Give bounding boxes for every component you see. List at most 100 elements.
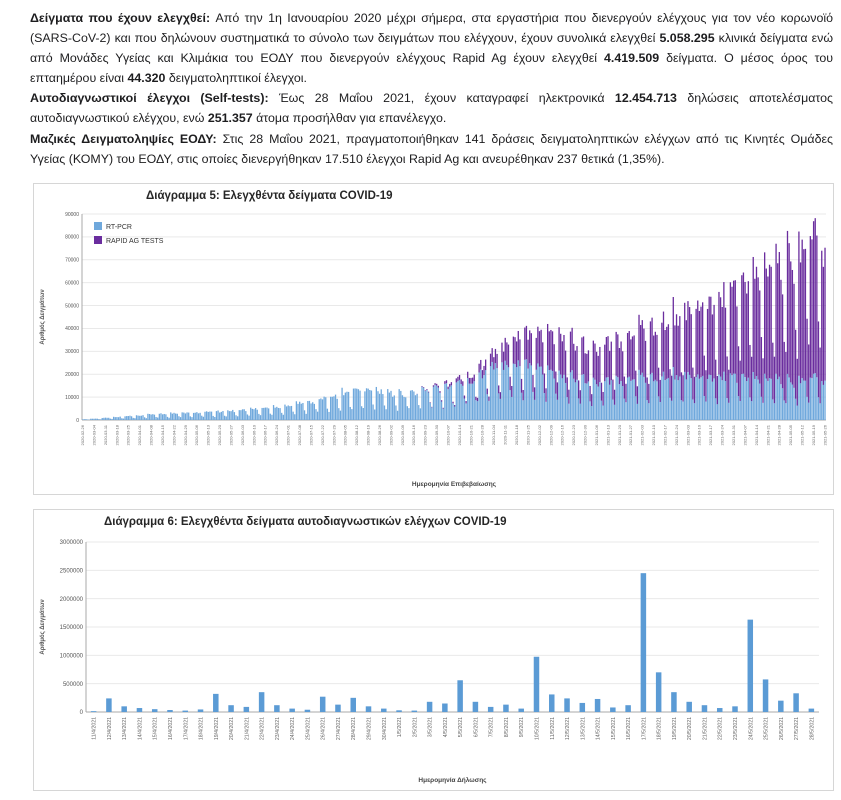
svg-text:Ημερομηνία Επιβεβαίωσης: Ημερομηνία Επιβεβαίωσης: [412, 481, 497, 488]
x-tick-labels: 11/4/2021 12/4/2021 13/4/2021 14/4/2021 15/4…: [92, 717, 816, 740]
svg-text:60000: 60000: [65, 280, 79, 286]
x-tick-labels: 2020-02-26 2020-03-04 2020-03-11 2020-03-18…: [80, 424, 827, 445]
svg-text:2020-03-18: 2020-03-18: [114, 424, 119, 445]
text-segment-bold: 44.320: [127, 71, 166, 86]
svg-text:14/4/2021: 14/4/2021: [137, 717, 143, 740]
chart5-title: Διάγραμμα 5: Ελεγχθέντα δείγματα COVID-1…: [146, 189, 393, 202]
svg-text:26/5/2021: 26/5/2021: [779, 717, 785, 740]
svg-text:2020-11-11: 2020-11-11: [503, 424, 508, 445]
text-segment-bold: Αυτοδιαγνωστικοί έλεγχοι (Self-tests):: [30, 91, 279, 106]
svg-text:5/5/2021: 5/5/2021: [458, 717, 464, 737]
svg-text:0: 0: [80, 710, 84, 716]
text-segment-bold: 4.419.509: [604, 51, 660, 66]
svg-text:2021-03-03: 2021-03-03: [685, 424, 690, 445]
text-segment: Έως 28 Μαΐου 2021, έχουν καταγραφεί ηλεκ…: [278, 91, 615, 106]
svg-text:26/4/2021: 26/4/2021: [321, 717, 327, 740]
paragraph: Αυτοδιαγνωστικοί έλεγχοι (Self-tests): Έ…: [30, 88, 833, 128]
svg-text:6/5/2021: 6/5/2021: [473, 717, 479, 737]
svg-text:12/4/2021: 12/4/2021: [107, 717, 113, 740]
svg-text:2020-05-20: 2020-05-20: [217, 424, 222, 445]
svg-text:RT-PCR: RT-PCR: [106, 224, 132, 231]
svg-text:2021-01-20: 2021-01-20: [617, 424, 622, 445]
svg-text:2021-03-17: 2021-03-17: [708, 424, 713, 445]
svg-text:2020-04-01: 2020-04-01: [137, 424, 142, 445]
svg-text:2020-10-07: 2020-10-07: [445, 424, 450, 445]
svg-text:11/4/2021: 11/4/2021: [92, 717, 98, 740]
svg-text:2021-05-12: 2021-05-12: [800, 424, 805, 445]
svg-text:50000: 50000: [65, 303, 79, 309]
svg-text:16/5/2021: 16/5/2021: [626, 717, 632, 740]
svg-text:2021-02-24: 2021-02-24: [674, 424, 679, 445]
svg-text:40000: 40000: [65, 326, 79, 332]
svg-text:2020-06-03: 2020-06-03: [240, 424, 245, 445]
svg-text:22/5/2021: 22/5/2021: [718, 717, 724, 740]
svg-text:2020-12-30: 2020-12-30: [583, 424, 588, 445]
svg-text:1/5/2021: 1/5/2021: [397, 717, 403, 737]
text-segment: άτομα προσήλθαν για επανέλεγχο.: [252, 111, 447, 126]
svg-text:18/4/2021: 18/4/2021: [199, 717, 205, 740]
text-segment: Στις 28 Μαΐου 2021, πραγματοποιήθηκαν 14…: [30, 131, 833, 166]
svg-text:2020-03-04: 2020-03-04: [91, 424, 96, 445]
svg-text:27/5/2021: 27/5/2021: [794, 717, 800, 740]
svg-text:2020-09-23: 2020-09-23: [423, 424, 428, 445]
svg-text:0: 0: [76, 418, 79, 424]
svg-text:3000000: 3000000: [60, 540, 84, 546]
svg-text:2021-02-17: 2021-02-17: [662, 424, 667, 445]
svg-text:23/4/2021: 23/4/2021: [275, 717, 281, 740]
svg-text:21/4/2021: 21/4/2021: [244, 717, 250, 740]
svg-text:17/4/2021: 17/4/2021: [183, 717, 189, 740]
svg-text:16/4/2021: 16/4/2021: [168, 717, 174, 740]
svg-text:2021-03-31: 2021-03-31: [731, 424, 736, 445]
svg-text:20000: 20000: [65, 372, 79, 378]
svg-text:2021-04-14: 2021-04-14: [754, 424, 759, 445]
svg-text:2020-06-24: 2020-06-24: [274, 424, 279, 445]
svg-text:11/5/2021: 11/5/2021: [550, 717, 556, 740]
svg-text:10/5/2021: 10/5/2021: [534, 717, 540, 740]
svg-text:2021-05-19: 2021-05-19: [811, 424, 816, 445]
svg-text:2020-09-30: 2020-09-30: [434, 424, 439, 445]
svg-text:2/5/2021: 2/5/2021: [412, 717, 418, 737]
svg-text:2020-11-04: 2020-11-04: [491, 424, 496, 445]
svg-text:90000: 90000: [65, 212, 79, 218]
svg-text:2020-12-23: 2020-12-23: [571, 424, 576, 445]
text-segment-bold: Μαζικές Δειγματοληψίες ΕΟΔΥ:: [30, 131, 223, 146]
svg-text:29/4/2021: 29/4/2021: [367, 717, 373, 740]
svg-text:2021-05-05: 2021-05-05: [788, 424, 793, 445]
svg-text:24/4/2021: 24/4/2021: [290, 717, 296, 740]
legend: RT-PCR RAPID AG TESTS: [94, 221, 164, 245]
svg-text:2020-07-15: 2020-07-15: [308, 424, 313, 445]
paragraph: Μαζικές Δειγματοληψίες ΕΟΔΥ: Στις 28 Μαΐ…: [30, 129, 833, 169]
svg-text:2500000: 2500000: [60, 568, 84, 574]
svg-text:20/4/2021: 20/4/2021: [229, 717, 235, 740]
svg-text:2020-07-08: 2020-07-08: [297, 424, 302, 445]
svg-text:15/5/2021: 15/5/2021: [611, 717, 617, 740]
bars-layer: [90, 572, 815, 712]
svg-text:22/4/2021: 22/4/2021: [260, 717, 266, 740]
svg-text:2021-02-10: 2021-02-10: [651, 424, 656, 445]
chart5-panel: Διάγραμμα 5: Ελεγχθέντα δείγματα COVID-1…: [33, 182, 834, 495]
svg-text:20/5/2021: 20/5/2021: [687, 717, 693, 740]
text-segment-bold: 5.058.295: [659, 31, 715, 46]
svg-text:2021-01-27: 2021-01-27: [628, 424, 633, 445]
svg-text:30/4/2021: 30/4/2021: [382, 717, 388, 740]
svg-text:27/4/2021: 27/4/2021: [336, 717, 342, 740]
svg-text:10000: 10000: [65, 395, 79, 401]
svg-text:2020-09-16: 2020-09-16: [411, 424, 416, 445]
stacked-bars-layer: [82, 217, 826, 420]
text-segment: Από την 1η Ιανουαρίου 2020 μέχρι σήμερα,…: [30, 11, 833, 46]
svg-text:9/5/2021: 9/5/2021: [519, 717, 525, 737]
svg-text:25/5/2021: 25/5/2021: [764, 717, 770, 740]
svg-text:2020-08-26: 2020-08-26: [377, 424, 382, 445]
text-segment-bold: 12.454.713: [614, 91, 677, 106]
svg-text:28/5/2021: 28/5/2021: [809, 717, 815, 740]
svg-text:2020-08-19: 2020-08-19: [366, 424, 371, 445]
svg-text:2021-01-06: 2021-01-06: [594, 424, 599, 445]
legend-swatch: [94, 235, 102, 244]
svg-text:24/5/2021: 24/5/2021: [748, 717, 754, 740]
svg-text:RAPID AG TESTS: RAPID AG TESTS: [106, 238, 164, 245]
svg-text:12/5/2021: 12/5/2021: [565, 717, 571, 740]
svg-text:2020-11-25: 2020-11-25: [525, 424, 530, 445]
svg-text:2020-05-13: 2020-05-13: [206, 424, 211, 445]
svg-text:2020-10-14: 2020-10-14: [457, 424, 462, 445]
text-segment: δειγματοληπτικοί έλεγχοι.: [165, 71, 308, 86]
